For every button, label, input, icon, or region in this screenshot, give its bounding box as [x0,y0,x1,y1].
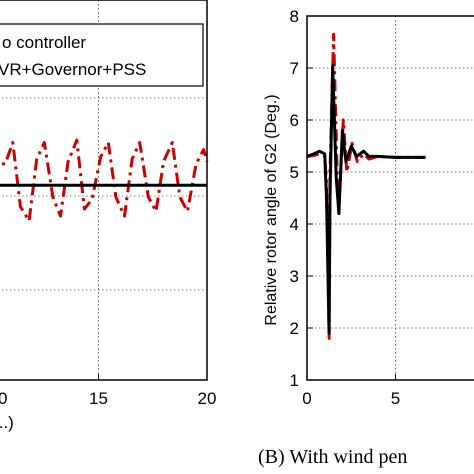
panel-left-ticks: 15 20 [89,374,216,408]
series-line-2 [306,63,426,335]
x-tick-label-fragment: 0 [0,389,7,408]
panel-right-series [306,32,426,340]
panel-right-ticks: 1 2 3 4 5 6 7 8 0 5 [290,7,401,408]
y-axis-title: Relative rotor angle of G2 (Deg.) [263,94,280,325]
x-tick-label: 5 [391,389,400,408]
y-tick-label: 7 [290,59,299,78]
y-tick-label: 3 [290,267,299,286]
x-tick-label: 20 [198,389,217,408]
legend-entry-1: o controller [2,33,86,52]
y-tick-label: 4 [290,215,299,234]
x-tick-label: 0 [302,389,311,408]
legend-box [0,23,204,87]
x-tick-label: 15 [89,389,108,408]
panel-left-grid [0,0,207,380]
y-tick-label: 8 [290,7,299,26]
panel-caption: (B) With wind pen [258,446,407,468]
panel-left-series [0,138,209,223]
panel-right: 1 2 3 4 5 6 7 8 0 5 Relative rotor angle of G2 (D… [258,7,474,468]
legend-entry-2: VR+Governor+PSS [0,60,146,79]
series-line-1 [0,138,209,223]
x-axis-label-fragment: ...) [0,413,14,432]
y-tick-label: 1 [290,371,299,390]
y-tick-label: 6 [290,111,299,130]
legend: o controller VR+Governor+PSS [0,23,204,87]
y-tick-label: 2 [290,319,299,338]
y-tick-label: 5 [290,163,299,182]
